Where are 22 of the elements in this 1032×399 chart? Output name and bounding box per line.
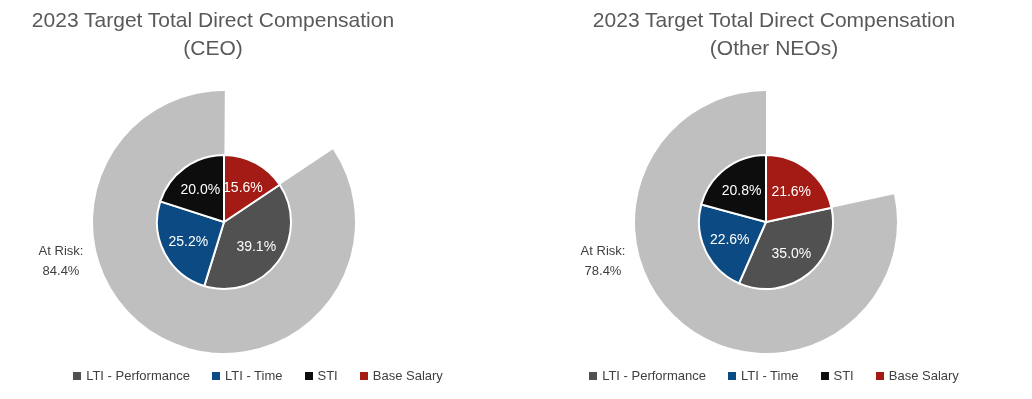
legend-label: LTI - Performance (86, 368, 190, 383)
legend-label: Base Salary (888, 368, 959, 383)
data-label: 21.6% (771, 182, 812, 199)
slice-label: At Risk: (38, 243, 84, 258)
data-label: 15.6% (223, 178, 263, 195)
chart-title: 2023 Target Total Direct Compensation (Other NEOs) (591, 7, 957, 61)
slice-label: At Risk: (580, 243, 626, 258)
legend-label: STI (317, 368, 338, 383)
legend-label: STI (833, 368, 854, 383)
legend-label: LTI - Performance (602, 368, 706, 383)
legend-label: Base Salary (372, 368, 443, 383)
legend-label: LTI - Time (740, 368, 799, 383)
data-label: 78.4% (584, 263, 622, 278)
data-label: 22.6% (709, 231, 750, 248)
data-label: 84.4% (42, 263, 80, 278)
data-label: 20.8% (721, 182, 762, 199)
data-label: 39.1% (236, 238, 277, 255)
data-label: 20.0% (180, 181, 221, 198)
legend-label: LTI - Time (224, 368, 283, 383)
data-label: 25.2% (168, 232, 209, 249)
data-label: 35.0% (771, 245, 812, 262)
chart-title: 2023 Target Total Direct Compensation (CEO) (30, 7, 396, 61)
